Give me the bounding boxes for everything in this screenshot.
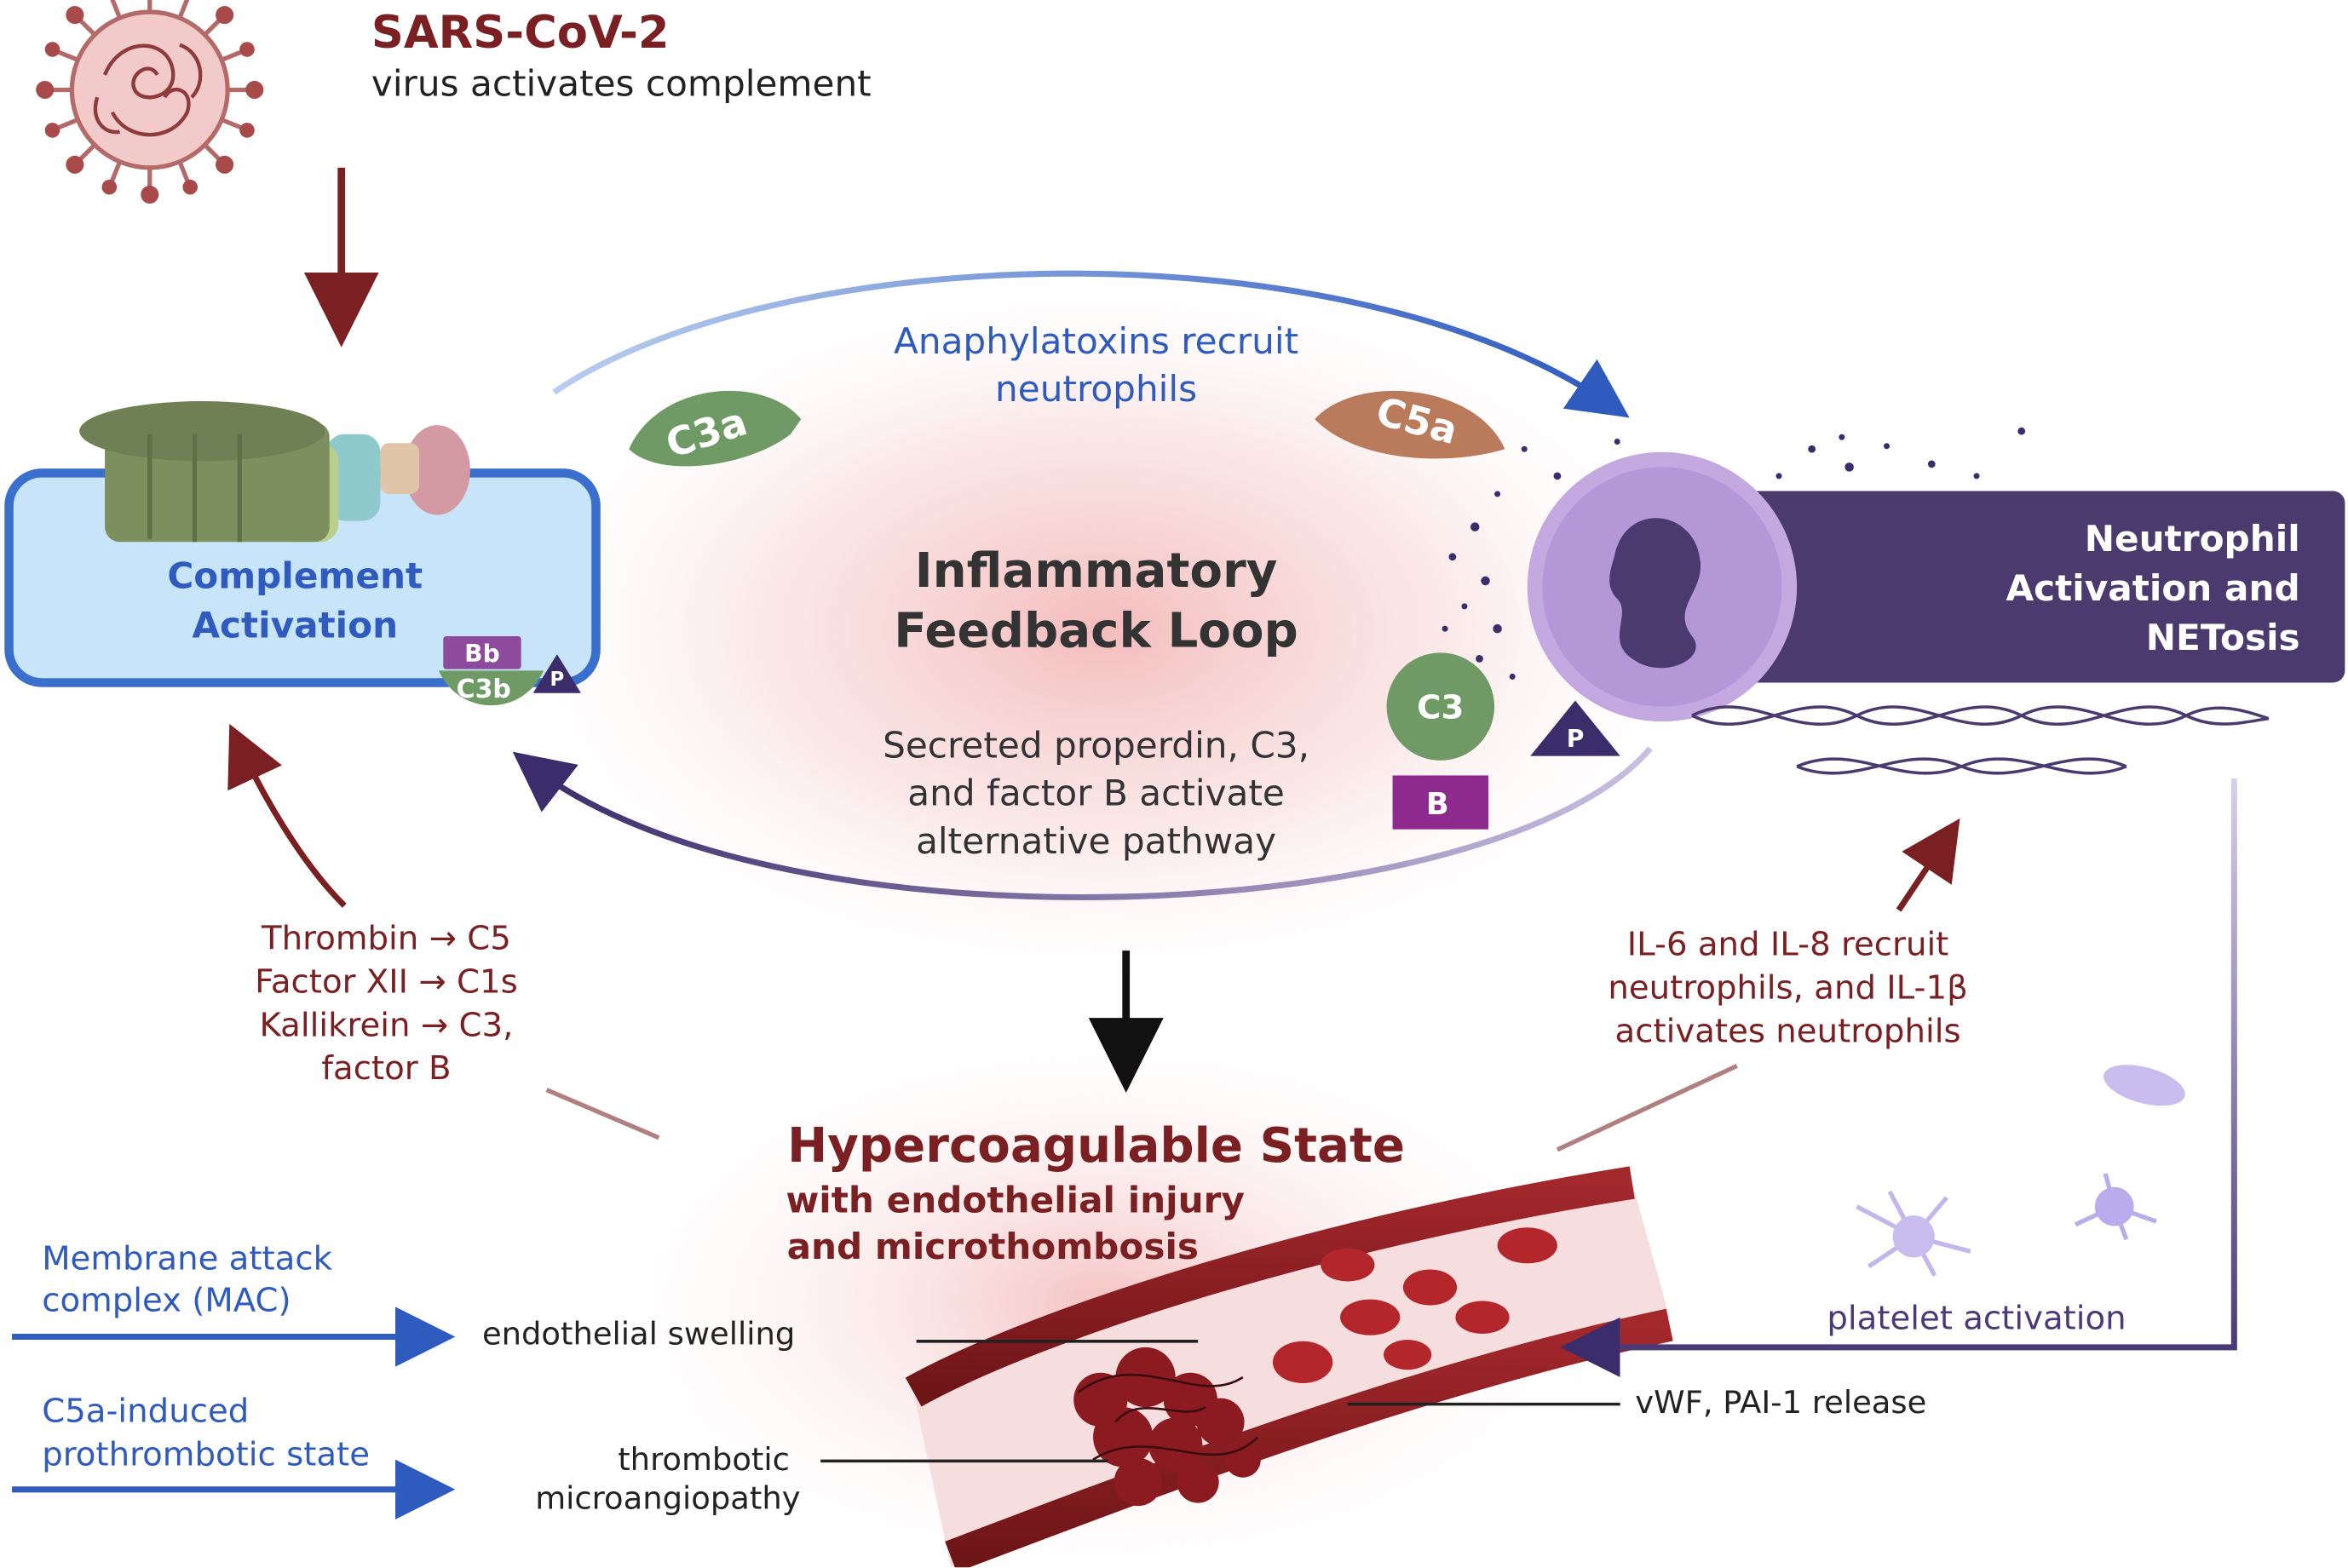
loop-title-line1: Inflammatory — [915, 543, 1278, 599]
c5a-line2: prothrombotic state — [42, 1436, 370, 1474]
cytokines-to-neutrophil-arrow — [1896, 818, 1960, 912]
cytokine-line1: IL-6 and IL-8 recruit — [1627, 925, 1949, 963]
p-tag-small: P — [550, 669, 564, 691]
vwf-label: vWF, PAI-1 release — [1635, 1384, 1926, 1421]
complement-protein-icon — [79, 401, 470, 543]
properdin-line3: alternative pathway — [916, 820, 1276, 862]
factor-b-badge-label: B — [1426, 787, 1449, 822]
mac-line1: Membrane attack — [42, 1239, 332, 1278]
platelet-return-line — [1560, 778, 2237, 1377]
hypercoag-sub2: and microthombosis — [787, 1226, 1199, 1267]
c3b-bb-convertase-icon — [438, 635, 581, 706]
neutrophil-box — [1692, 491, 2345, 683]
neutrophil-icon — [1527, 451, 1798, 722]
loop-title-line2: Feedback Loop — [894, 603, 1298, 658]
anaphylatoxins-line1: Anaphylatoxins recruit — [894, 320, 1298, 362]
properdin-badge-icon — [1530, 700, 1620, 756]
hypercoag-glow — [561, 1002, 1640, 1568]
blood-vessel-icon — [905, 1166, 1673, 1568]
coag-line4: factor B — [321, 1049, 451, 1088]
anaphylatoxins-line2: neutrophils — [995, 368, 1197, 410]
c5a-line1: C5a-induced — [42, 1393, 249, 1431]
net-dna-icon — [1691, 705, 2270, 775]
swelling-label: endothelial swelling — [482, 1315, 795, 1352]
cytokine-connector-right — [1556, 1064, 1738, 1152]
tma-line2: microangiopathy — [535, 1480, 800, 1517]
top-arc-arrow — [552, 270, 1630, 418]
complement-label-line2: Activation — [192, 605, 398, 646]
c3b-tag: C3b — [457, 675, 511, 704]
virus-icon — [36, 0, 264, 204]
neutrophil-label-line3: NETosis — [2146, 617, 2300, 658]
bb-tag: Bb — [464, 640, 500, 668]
coag-to-complement-arrow — [227, 723, 347, 908]
cytokine-line2: neutrophils, and IL-1β — [1608, 968, 1967, 1007]
c3-badge-label: C3 — [1417, 689, 1464, 727]
net-particles-icon — [1442, 427, 2026, 680]
neutrophil-label-line1: Neutrophil — [2085, 518, 2300, 560]
coag-line3: Kallikrein → C3, — [260, 1006, 514, 1044]
hypercoag-sub1: with endothelial injury — [786, 1180, 1245, 1221]
virus-subtitle: virus activates complement — [371, 62, 872, 104]
properdin-line1: Secreted properdin, C3, — [883, 724, 1309, 766]
coag-line2: Factor XII → C1s — [255, 962, 518, 1001]
c3a-badge-icon — [629, 390, 802, 467]
platelet-label: platelet activation — [1827, 1300, 2126, 1338]
c3-badge-icon — [1386, 652, 1495, 761]
properdin-badge-label: P — [1567, 725, 1585, 753]
c5a-badge-icon — [1315, 390, 1505, 459]
platelet-icon — [1856, 1065, 2185, 1277]
mac-line2: complex (MAC) — [42, 1282, 291, 1320]
hypercoag-title: Hypercoagulable State — [787, 1118, 1405, 1174]
factor-b-badge-icon — [1392, 775, 1489, 830]
neutrophil-label-line2: Activation and — [2006, 567, 2300, 609]
tma-line1: thrombotic — [618, 1441, 790, 1478]
virus-title: SARS-CoV-2 — [371, 7, 670, 59]
bottom-arc-arrow — [512, 746, 1653, 900]
coag-line1: Thrombin → C5 — [261, 919, 511, 957]
cytokine-line3: activates neutrophils — [1615, 1012, 1961, 1050]
complement-label-line1: Complement — [167, 555, 423, 597]
properdin-line2: and factor B activate — [907, 773, 1285, 814]
coag-connector-left — [545, 1088, 660, 1140]
